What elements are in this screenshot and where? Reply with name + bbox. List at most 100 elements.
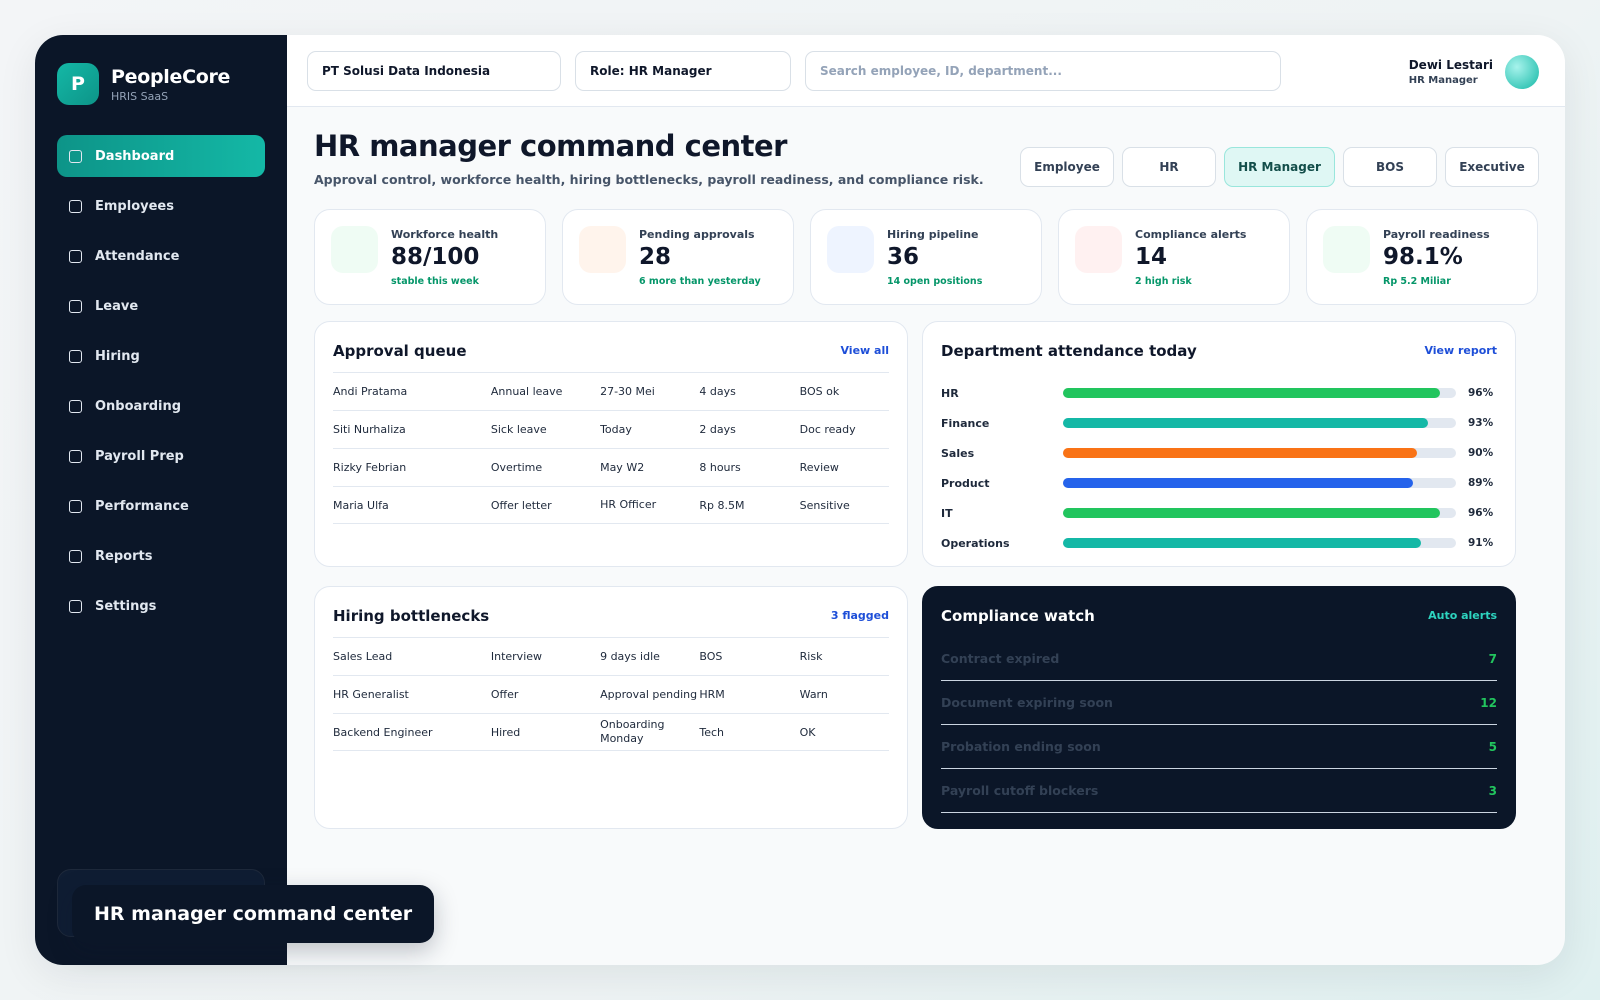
brand-subtitle: HRIS SaaS (111, 89, 169, 103)
sidebar-item-dashboard[interactable]: Dashboard (57, 135, 265, 177)
kpi-card[interactable]: Hiring pipeline 36 14 open positions (810, 209, 1042, 305)
sidebar-item-label: Onboarding (95, 398, 182, 414)
kpi-icon (331, 226, 378, 273)
attendance-card: Department attendance today View report … (922, 321, 1516, 567)
main-area: PT Solusi Data Indonesia Role: HR Manage… (287, 35, 1565, 965)
flagged-link[interactable]: 3 flagged (830, 609, 889, 622)
table-cell: Annual leave (490, 385, 563, 398)
table-cell: 27-30 Mei (600, 384, 655, 398)
view-all-link[interactable]: View all (840, 344, 889, 357)
attendance-bar-fill (1063, 448, 1417, 458)
checkbox-icon (69, 299, 82, 313)
kpi-value: 36 (887, 244, 920, 270)
kpi-label: Workforce health (391, 228, 499, 241)
kpi-icon (1075, 226, 1122, 273)
sidebar-item-onboarding[interactable]: Onboarding (57, 385, 265, 427)
table-row[interactable]: Sales Lead Interview 9 days idle BOS Risk (333, 637, 889, 675)
brand[interactable]: P PeopleCore HRIS SaaS (57, 63, 230, 105)
kpi-label: Payroll readiness (1383, 228, 1490, 241)
sidebar-item-hiring[interactable]: Hiring (57, 335, 265, 377)
sidebar-item-attendance[interactable]: Attendance (57, 235, 265, 277)
sidebar-item-reports[interactable]: Reports (57, 535, 265, 577)
hiring-title: Hiring bottlenecks (333, 607, 490, 625)
tab-hr-manager[interactable]: HR Manager (1224, 147, 1335, 187)
checkbox-icon (69, 449, 82, 463)
compliance-label: Payroll cutoff blockers (941, 783, 1099, 798)
attendance-row: Product 89% (941, 468, 1497, 498)
sidebar-item-leave[interactable]: Leave (57, 285, 265, 327)
tab-hr[interactable]: HR (1122, 147, 1216, 187)
table-cell: Approval pending (600, 687, 698, 701)
table-cell: Doc ready (799, 423, 856, 436)
table-row[interactable]: Maria Ulfa Offer letter HR Officer Rp 8.5M S… (333, 486, 889, 524)
sidebar-item-employees[interactable]: Employees (57, 185, 265, 227)
kpi-value: 98.1% (1383, 244, 1463, 270)
compliance-item[interactable]: Probation ending soon 5 (941, 725, 1497, 769)
sidebar-item-label: Leave (95, 298, 139, 314)
table-cell: Offer letter (490, 498, 552, 512)
sidebar-item-label: Performance (95, 498, 189, 514)
attendance-percent: 96% (1468, 387, 1494, 399)
compliance-count: 5 (1488, 739, 1497, 754)
view-report-link[interactable]: View report (1424, 344, 1497, 357)
compliance-count: 3 (1488, 783, 1497, 798)
kpi-card[interactable]: Pending approvals 28 6 more than yesterday (562, 209, 794, 305)
table-cell: Review (799, 461, 839, 474)
approval-queue-title: Approval queue (333, 342, 467, 360)
department-label: Finance (941, 416, 990, 430)
attendance-bar-track (1063, 508, 1456, 518)
compliance-list: Contract expired 7 Document expiring soon 1… (941, 637, 1497, 813)
approval-queue-card: Approval queue View all Andi Pratama Annu… (314, 321, 908, 567)
company-selector[interactable]: PT Solusi Data Indonesia (307, 51, 561, 91)
kpi-value: 88/100 (391, 244, 480, 270)
table-cell: Backend Engineer (333, 725, 433, 739)
user-menu[interactable]: Dewi Lestari HR Manager (1409, 55, 1539, 89)
attendance-bar-fill (1063, 478, 1413, 488)
checkbox-icon (69, 549, 82, 563)
role-selector[interactable]: Role: HR Manager (575, 51, 791, 91)
sidebar-item-payroll-prep[interactable]: Payroll Prep (57, 435, 265, 477)
app-window: P PeopleCore HRIS SaaS Dashboard Employee… (35, 35, 1565, 965)
table-row[interactable]: Andi Pratama Annual leave 27-30 Mei 4 days B… (333, 372, 889, 410)
kpi-icon (579, 226, 626, 273)
sidebar-item-label: Hiring (95, 348, 140, 364)
kpi-card[interactable]: Compliance alerts 14 2 high risk (1058, 209, 1290, 305)
kpi-card[interactable]: Workforce health 88/100 stable this week (314, 209, 546, 305)
tab-executive[interactable]: Executive (1445, 147, 1539, 187)
kpi-note: Rp 5.2 Miliar (1383, 276, 1451, 287)
department-label: Product (941, 476, 990, 490)
tab-employee[interactable]: Employee (1020, 147, 1114, 187)
attendance-row: Sales 90% (941, 438, 1497, 468)
hiring-table: Sales Lead Interview 9 days idle BOS Risk HR … (333, 637, 889, 751)
compliance-item[interactable]: Payroll cutoff blockers 3 (941, 769, 1497, 813)
hiring-card: Hiring bottlenecks 3 flagged Sales Lead I… (314, 586, 908, 829)
compliance-item[interactable]: Contract expired 7 (941, 637, 1497, 681)
table-cell: HR Officer (600, 498, 657, 511)
toast-title: HR manager command center (72, 885, 435, 943)
table-row[interactable]: Backend Engineer Hired Onboarding Monday Te… (333, 713, 889, 751)
table-cell: May W2 (600, 460, 645, 474)
sidebar-item-label: Employees (95, 198, 174, 214)
table-cell: HRM (699, 688, 725, 701)
attendance-percent: 96% (1468, 507, 1494, 519)
sidebar-item-performance[interactable]: Performance (57, 485, 265, 527)
attendance-title: Department attendance today (941, 342, 1197, 360)
attendance-bar-fill (1063, 388, 1441, 398)
search-input[interactable]: Search employee, ID, department... (805, 51, 1281, 91)
kpi-note: 14 open positions (887, 276, 983, 287)
avatar[interactable] (1505, 55, 1539, 89)
auto-alerts-link[interactable]: Auto alerts (1428, 609, 1497, 622)
brand-logo: P (57, 63, 99, 105)
table-cell: Andi Pratama (333, 385, 408, 398)
table-cell: OK (799, 725, 816, 739)
sidebar-item-label: Dashboard (95, 148, 175, 164)
tab-bos[interactable]: BOS (1343, 147, 1437, 187)
sidebar-item-label: Attendance (95, 248, 180, 264)
attendance-bar-track (1063, 388, 1456, 398)
table-row[interactable]: Siti Nurhaliza Sick leave Today 2 days Doc r… (333, 410, 889, 448)
sidebar-item-settings[interactable]: Settings (57, 585, 265, 627)
table-row[interactable]: HR Generalist Offer Approval pending HRM War… (333, 675, 889, 713)
compliance-item[interactable]: Document expiring soon 12 (941, 681, 1497, 725)
table-row[interactable]: Rizky Febrian Overtime May W2 8 hours Review (333, 448, 889, 486)
kpi-card[interactable]: Payroll readiness 98.1% Rp 5.2 Miliar (1306, 209, 1538, 305)
